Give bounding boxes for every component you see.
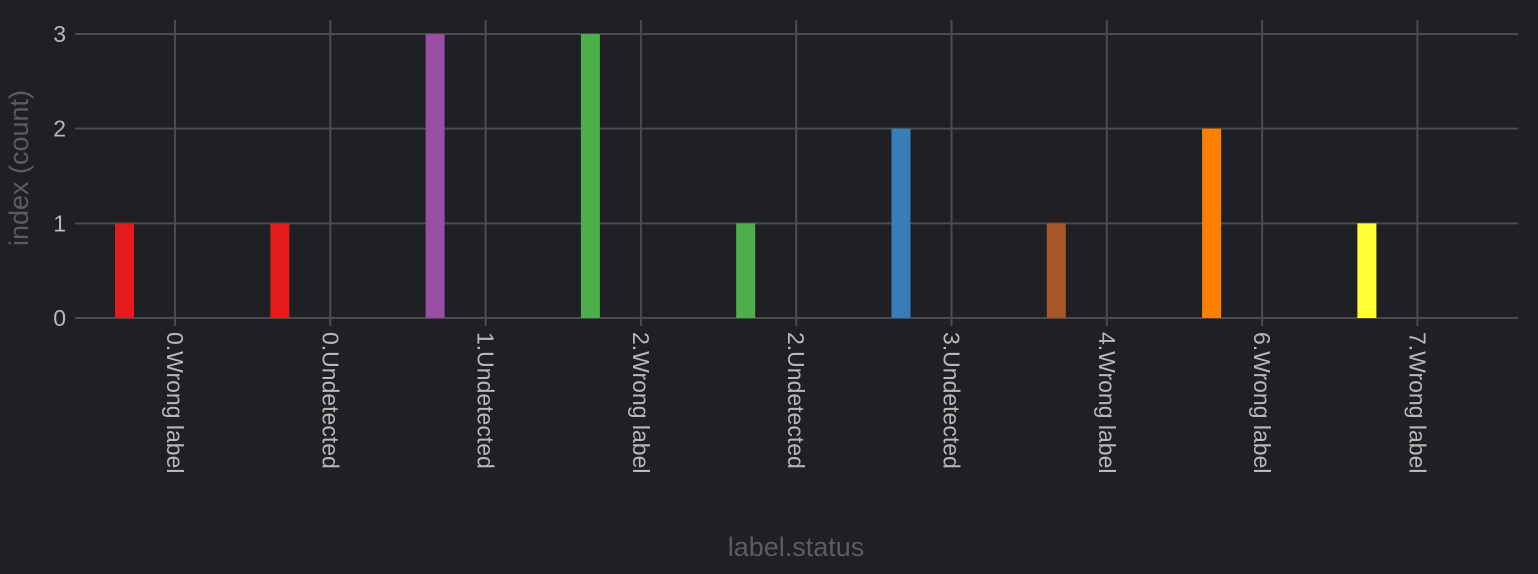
y-tick-label: 0 bbox=[53, 305, 66, 331]
bar-6-wrong-label bbox=[1202, 128, 1222, 318]
grid bbox=[75, 20, 1518, 326]
x-ticks: 0.Wrong label 0.Undetected 1.Undetected 2.W… bbox=[162, 332, 1430, 474]
y-tick-label: 1 bbox=[53, 210, 66, 236]
x-axis-label: label.status bbox=[728, 532, 865, 562]
x-tick-label: 4.Wrong label bbox=[1094, 332, 1120, 474]
x-tick-label: 7.Wrong label bbox=[1404, 332, 1430, 474]
y-axis-label: index (count) bbox=[4, 90, 34, 246]
bars bbox=[115, 34, 1377, 318]
x-tick-label: 6.Wrong label bbox=[1249, 332, 1275, 474]
x-tick-label: 1.Undetected bbox=[473, 332, 499, 469]
x-tick-label: 0.Undetected bbox=[317, 332, 343, 469]
bar-2-wrong-label bbox=[580, 34, 600, 318]
bar-2-undetected bbox=[736, 223, 756, 318]
x-tick-label: 0.Wrong label bbox=[162, 332, 188, 474]
bar-3-undetected bbox=[891, 128, 911, 318]
bar-0-wrong-label bbox=[115, 223, 134, 318]
bar-1-undetected bbox=[425, 34, 445, 318]
y-tick-label: 2 bbox=[53, 116, 66, 142]
x-tick-label: 3.Undetected bbox=[939, 332, 965, 469]
y-tick-label: 3 bbox=[53, 21, 66, 47]
bar-4-wrong-label bbox=[1046, 223, 1066, 318]
x-tick-label: 2.Undetected bbox=[783, 332, 809, 469]
x-tick-label: 2.Wrong label bbox=[628, 332, 654, 474]
bar-0-undetected bbox=[270, 223, 290, 318]
bar-7-wrong-label bbox=[1357, 223, 1377, 318]
y-ticks: 0 1 2 3 bbox=[53, 21, 66, 331]
